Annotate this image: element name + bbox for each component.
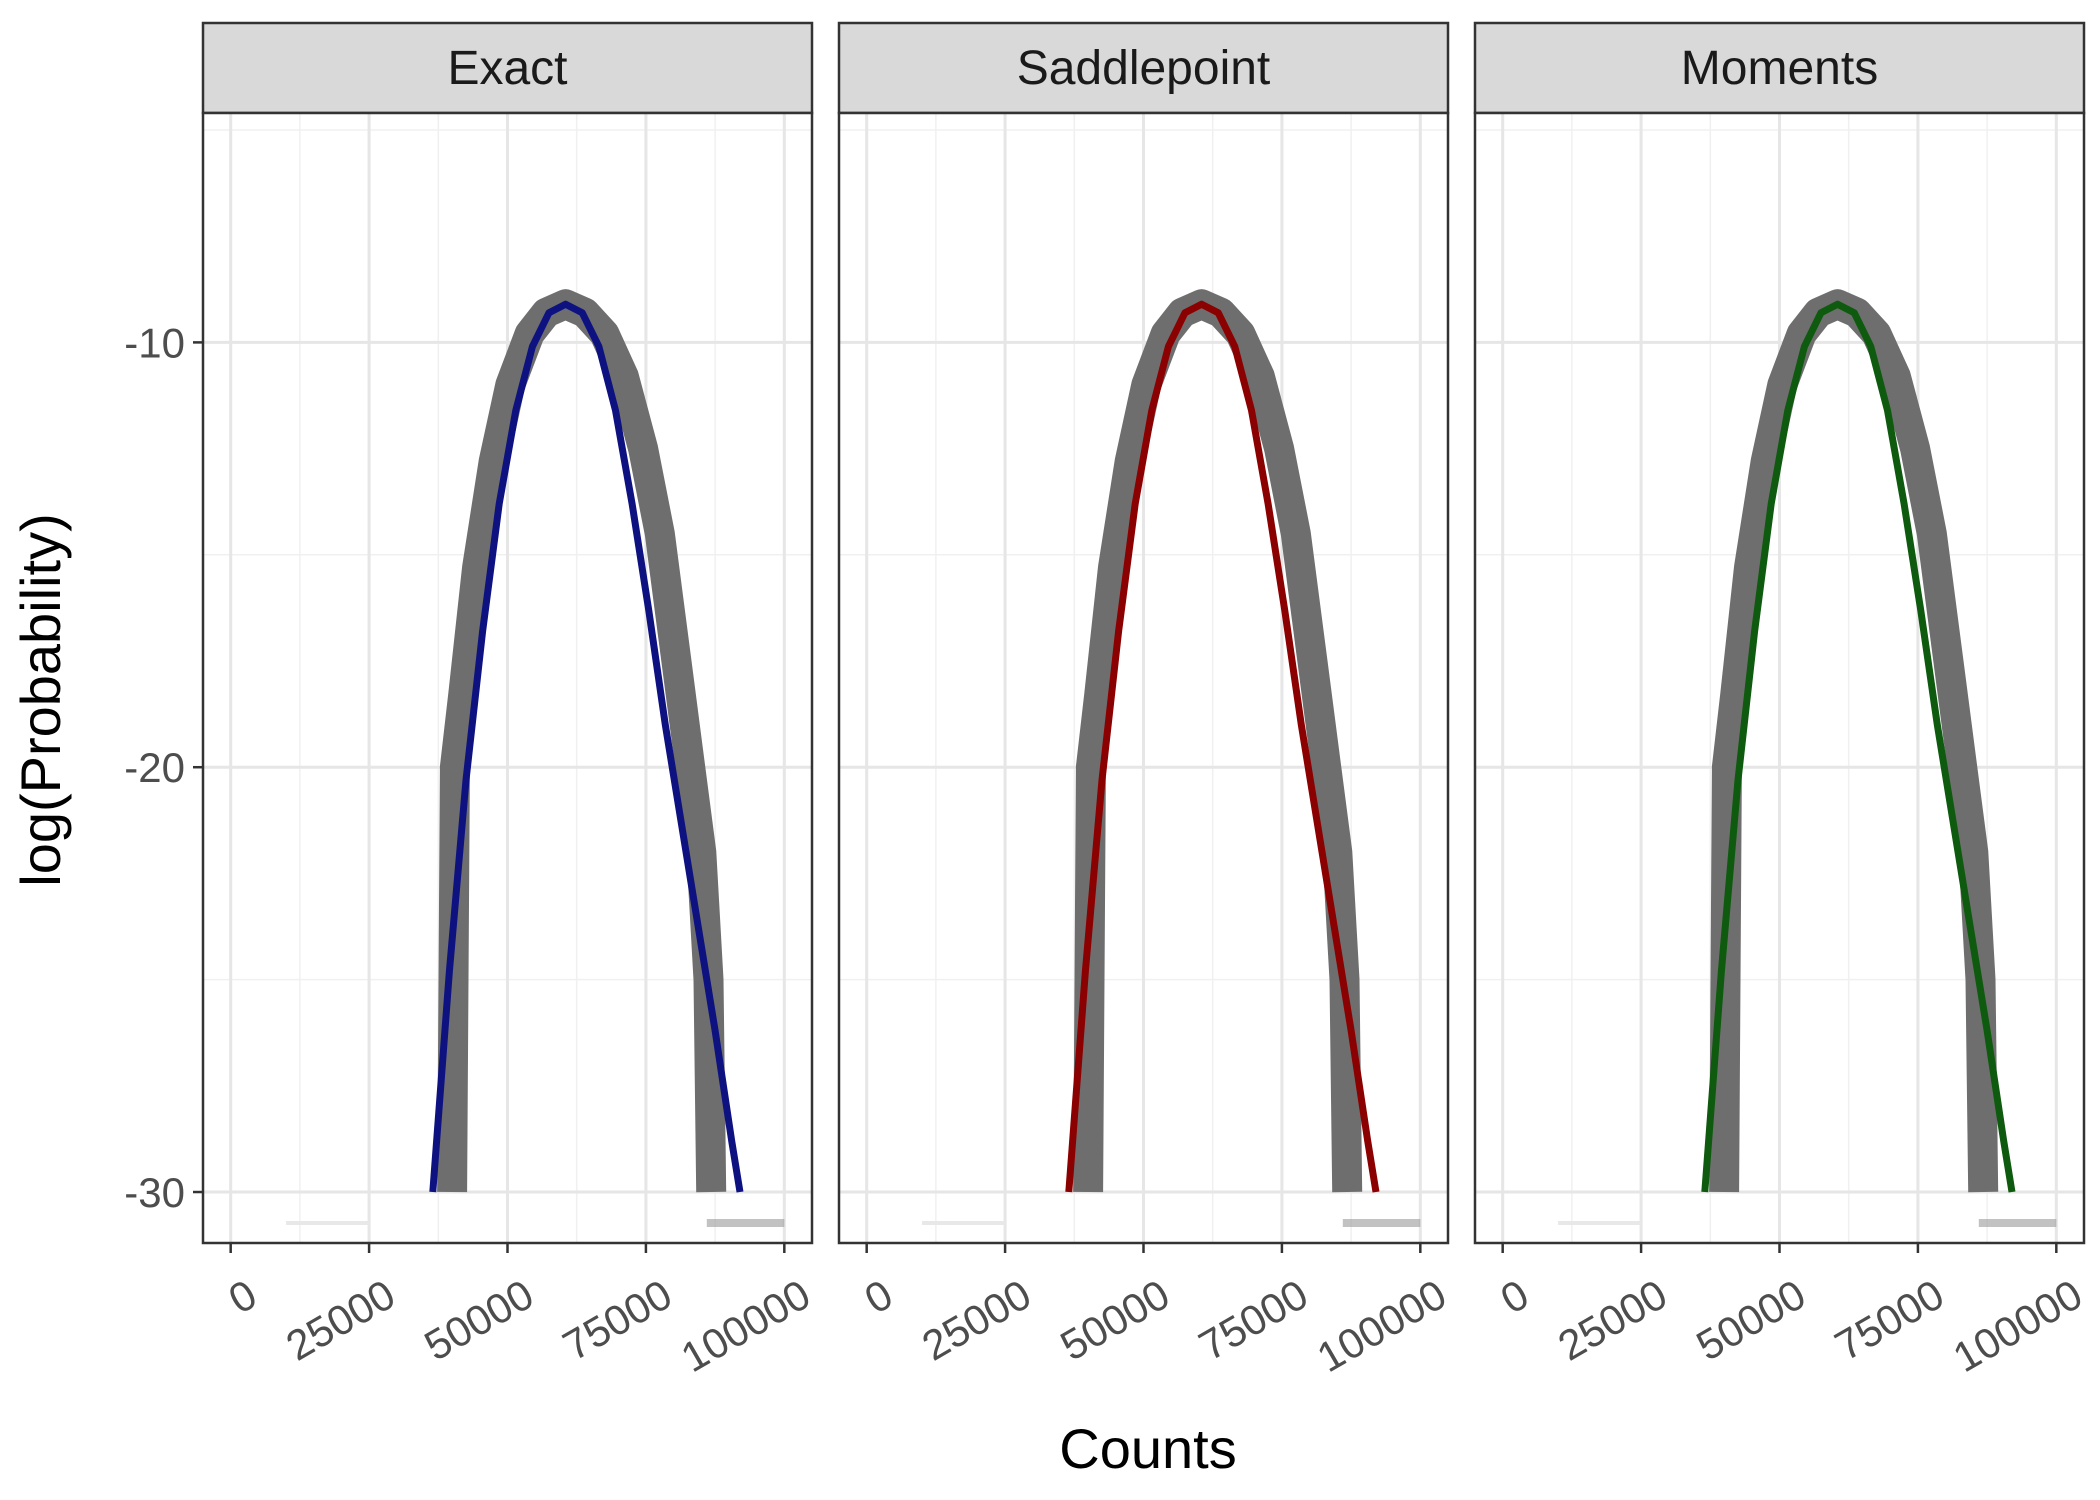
strip-background — [201, 21, 814, 115]
y-axis-title: log(Probability) — [9, 513, 72, 887]
tail-band — [1558, 1221, 1642, 1225]
tail-band — [706, 1219, 785, 1227]
grid — [1475, 113, 2084, 1243]
strip-background — [1473, 21, 2086, 115]
series-line-saddlepoint — [1065, 300, 1380, 1193]
y-axis: -10 -20 -30 — [124, 319, 203, 1216]
series-line-exact — [429, 300, 744, 1193]
strip-label: Exact — [447, 42, 567, 95]
y-tick-label: -30 — [124, 1169, 185, 1216]
tail-band — [1978, 1219, 2057, 1227]
x-axis-title: Counts — [1059, 1417, 1236, 1480]
tail-band — [1342, 1219, 1421, 1227]
series-line-moments — [1701, 300, 2016, 1193]
tail-band — [922, 1221, 1006, 1225]
tail-band — [286, 1221, 370, 1225]
strip-label: Moments — [1681, 42, 1878, 95]
y-tick-label: -20 — [124, 744, 185, 791]
strip-label: Saddlepoint — [1017, 42, 1271, 95]
y-tick-label: -10 — [124, 319, 185, 366]
strip-background — [837, 21, 1450, 115]
